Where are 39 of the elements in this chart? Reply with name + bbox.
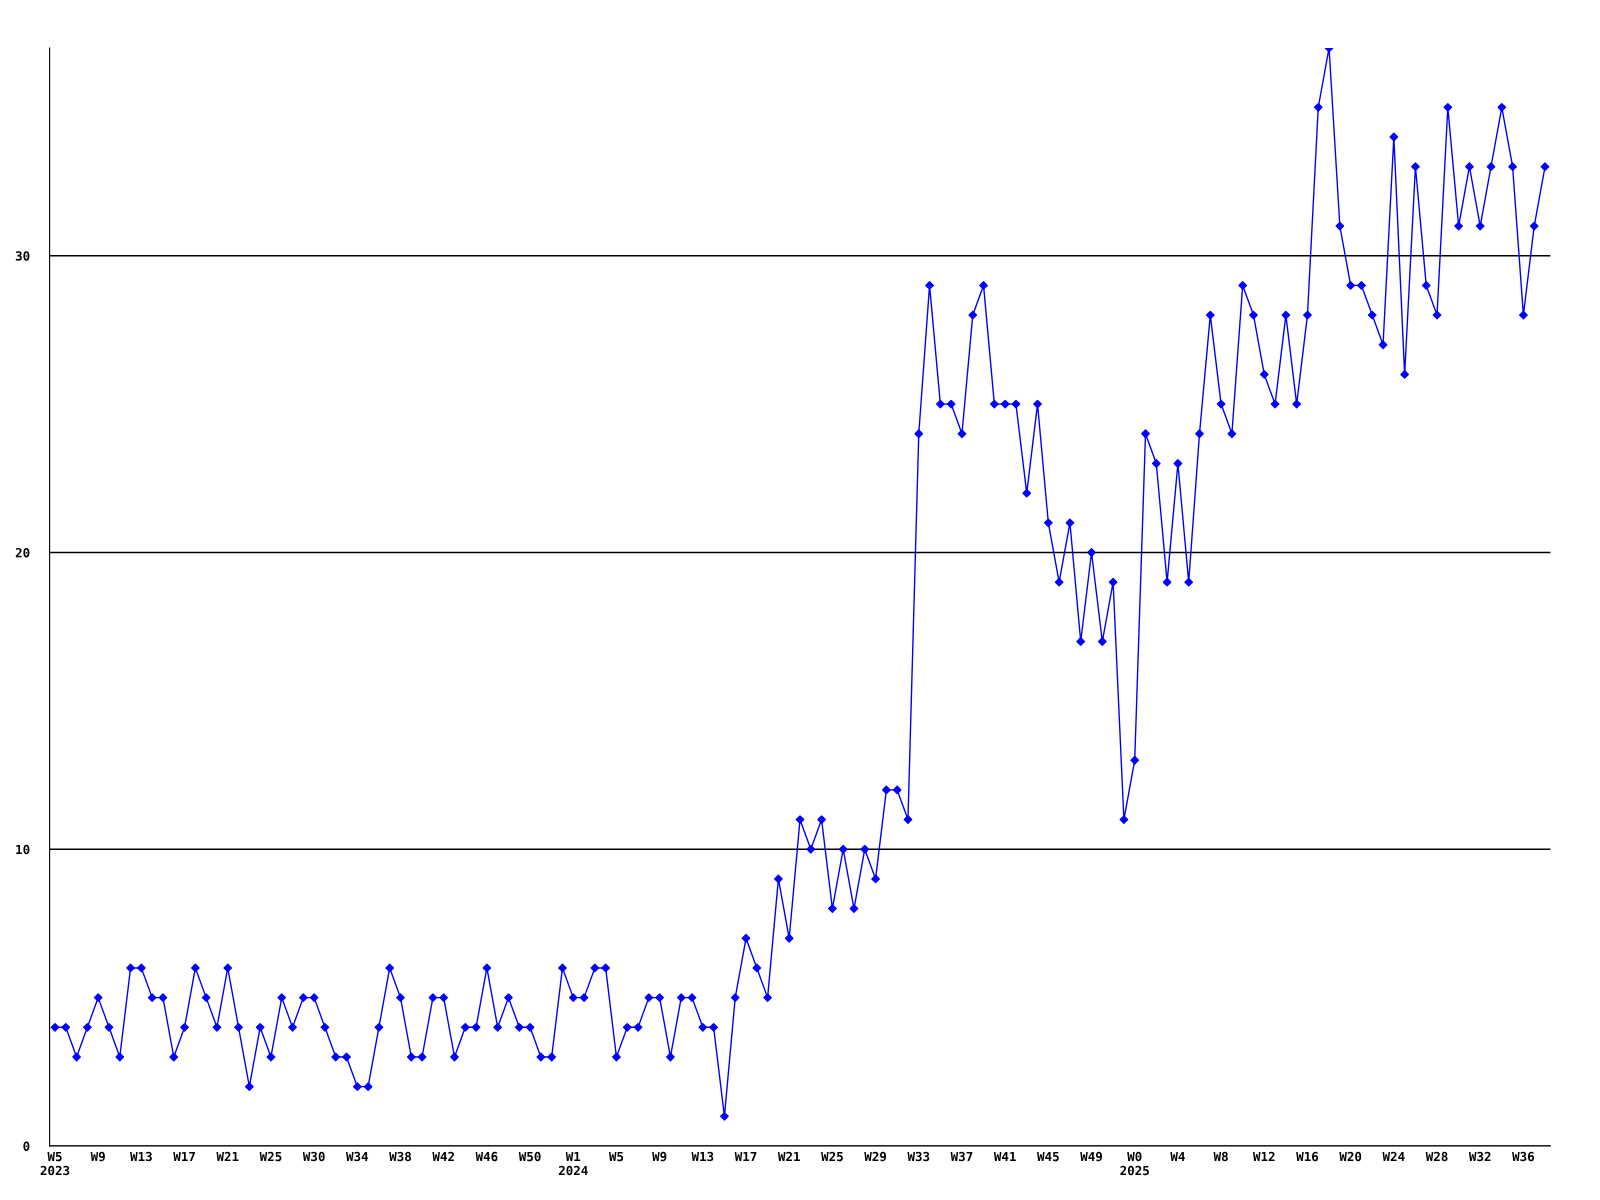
y-tick-label: 0 (23, 1141, 30, 1151)
x-tick-label: W17 (173, 1151, 195, 1162)
y-tick-label: 20 (15, 547, 30, 558)
x-tick-label: W49 (1080, 1151, 1103, 1162)
x-tick-label: W34 (346, 1151, 369, 1162)
x-tick-label: W45 (1037, 1151, 1059, 1162)
x-tick-label: W42 (432, 1151, 454, 1162)
x-tick-label: W33 (907, 1151, 930, 1162)
x-tick-label: W12 (1252, 1151, 1275, 1162)
x-tick-label: W32 (1468, 1151, 1491, 1162)
x-tick-label: W50 (518, 1151, 541, 1162)
y-tick-label: 10 (16, 844, 30, 855)
x-tick-label: W24 (1382, 1151, 1405, 1162)
x-tick-label: W8 (1213, 1151, 1228, 1162)
x-tick-label: W46 (475, 1151, 498, 1162)
x-tick-label: W5 2023 (40, 1151, 70, 1176)
x-tick-label: W21 (777, 1151, 800, 1162)
x-tick-label: W9 (90, 1151, 105, 1162)
x-tick-label: W36 (1512, 1151, 1535, 1162)
x-tick-label: W13 (691, 1151, 714, 1162)
x-tick-label: W21 (216, 1151, 239, 1162)
x-tick-label: W17 (734, 1151, 757, 1162)
x-tick-label: W4 (1170, 1151, 1185, 1162)
x-tick-label: W25 (821, 1151, 843, 1162)
x-tick-label: W1 2024 (558, 1151, 588, 1176)
y-tick-label: 30 (15, 251, 30, 261)
x-tick-label: W41 (993, 1151, 1016, 1162)
x-tick-label: W13 (130, 1151, 152, 1162)
x-tick-label: W5 (608, 1151, 624, 1162)
x-tick-label: W28 (1425, 1151, 1448, 1162)
x-tick-label: W37 (950, 1151, 973, 1162)
x-tick-label: W30 (302, 1151, 325, 1162)
x-tick-label: W29 (864, 1151, 887, 1162)
x-tick-label: W38 (389, 1151, 412, 1162)
x-tick-label: W20 (1339, 1151, 1362, 1162)
x-tick-label: W9 (652, 1151, 667, 1162)
x-tick-label: W16 (1296, 1151, 1319, 1162)
x-tick-label: W25 (259, 1151, 282, 1162)
x-tick-label: W0 2025 (1120, 1151, 1149, 1176)
